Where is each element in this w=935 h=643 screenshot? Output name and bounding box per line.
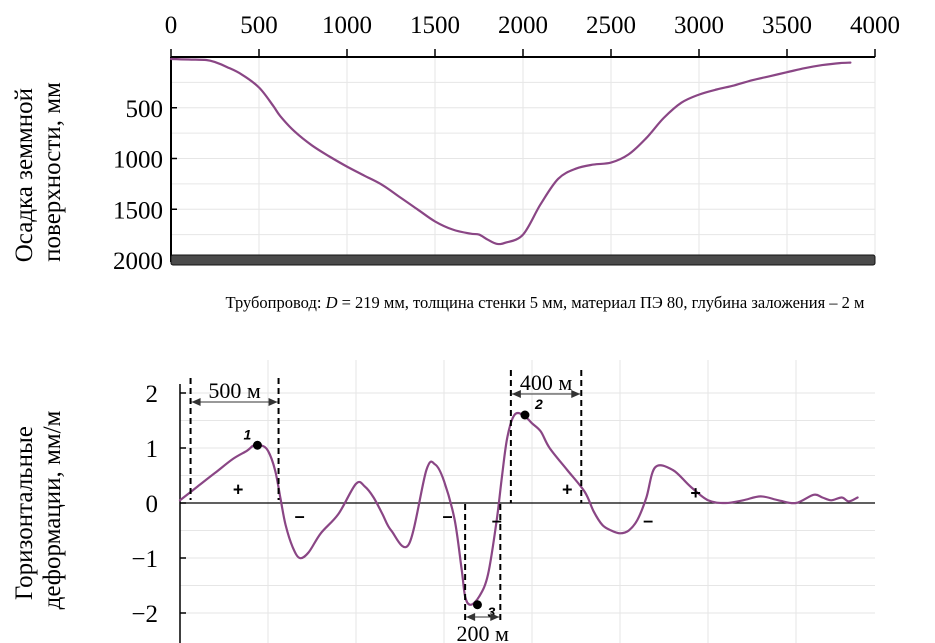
deformation-annotations: 1 2 3 500 м 400 м 200 м + – – – + – + [189,370,701,643]
subsidence-x-tick-label: 3000 [674,12,724,39]
pipe-bar [170,254,876,266]
subsidence-y-tick-label: 2000 [113,248,163,275]
extremum-label: 1 [243,426,251,442]
deformation-y-tick-label: 1 [146,436,159,463]
span-arrowhead [490,613,500,621]
extremum-label: 2 [534,396,543,412]
sign-label: + [233,480,244,500]
extremum-marker [252,440,262,450]
span-arrowhead [511,390,521,398]
span-arrowhead [268,398,278,406]
deformation-y-tick-label: −1 [131,546,158,573]
subsidence-y-label: Осадка земмной поверхности, мм [11,82,66,263]
subsidence-y-tick-label: 1500 [113,197,163,224]
subsidence-x-tick-label: 500 [240,12,278,39]
extremum-label: 3 [487,604,495,620]
subsidence-x-tick-label: 1000 [322,12,372,39]
extremum-marker [520,410,530,420]
subsidence-line [169,57,852,246]
sign-label: + [562,480,573,500]
deformation-y-tick-label: −2 [131,601,158,628]
deformation-axes [179,384,875,643]
subsidence-y-tick-labels: 500 1000 1500 2000 [113,96,163,275]
span-label: 400 м [520,370,573,395]
subsidence-chart: 0 500 1000 1500 2000 2500 3000 3500 4000 500 1000… [11,12,900,312]
span-arrowhead [191,398,201,406]
deformation-y-tick-label: 2 [146,381,159,408]
deformation-line [178,411,859,606]
span-label: 200 м [457,621,510,643]
subsidence-y-tick-label: 1000 [113,147,163,174]
deformation-y-tick-labels: 2 1 0 −1 −2 [131,381,158,628]
span-arrowhead [466,613,476,621]
subsidence-x-tick-label: 3500 [762,12,812,39]
subsidence-y-tick-label: 500 [126,96,164,123]
extremum-marker [472,600,482,610]
subsidence-x-tick-label: 0 [165,12,178,39]
deformation-y-label: Горизонтальные деформации, мм/м [11,410,66,609]
sign-label: – [643,510,653,530]
deformation-chart: 2 1 0 −1 −2 1 2 3 500 м 400 м 200 м + – – – + – + Горизо… [11,360,875,643]
sign-label: – [443,506,453,526]
subsidence-x-tick-label: 4000 [850,12,900,39]
span-label: 500 м [208,378,261,403]
subsidence-grid [171,57,876,255]
sign-label: + [690,483,701,503]
subsidence-x-tick-label: 1500 [410,12,460,39]
subsidence-axes [170,49,876,262]
subsidence-x-tick-label: 2000 [498,12,548,39]
sign-label: – [295,506,305,526]
subsidence-x-tick-label: 2500 [586,12,636,39]
span-arrowhead [571,390,581,398]
deformation-y-tick-label: 0 [146,491,159,518]
subsidence-x-tick-labels: 0 500 1000 1500 2000 2500 3000 3500 4000 [165,12,900,39]
sign-label: – [492,510,502,530]
pipe-caption: Трубопровод: D = 219 мм, толщина стенки … [226,293,866,312]
deformation-grid [180,360,875,643]
